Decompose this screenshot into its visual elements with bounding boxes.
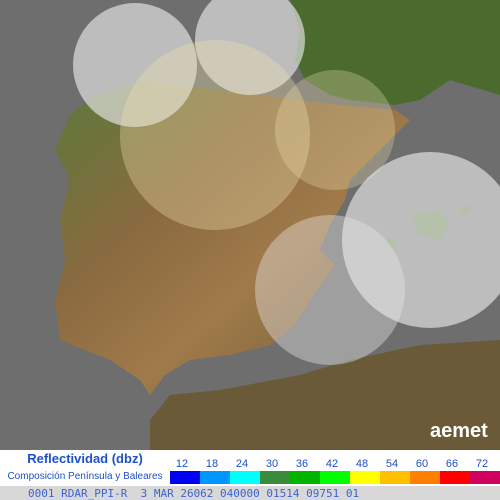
radar-coverage — [73, 0, 500, 365]
legend-label: 42 — [326, 458, 338, 470]
legend-label: 72 — [476, 458, 488, 470]
iberia — [55, 80, 410, 395]
legend-swatch — [440, 471, 470, 484]
radar-circle — [120, 40, 310, 230]
legend-swatch — [200, 471, 230, 484]
legend-swatch — [320, 471, 350, 484]
legend-swatch — [290, 471, 320, 484]
legend-title: Reflectividad (dbz) — [27, 451, 143, 466]
radar-circle — [342, 152, 500, 328]
legend-label: 66 — [446, 458, 458, 470]
legend-swatch — [470, 471, 500, 484]
logo: aemet — [430, 420, 488, 442]
legend-label: 24 — [236, 458, 248, 470]
legend-swatch — [380, 471, 410, 484]
africa — [150, 340, 500, 450]
legend-scale: 12 18 24 30 36 42 48 54 60 66 72 — [170, 458, 500, 484]
legend-label: 54 — [386, 458, 398, 470]
legend-label: 36 — [296, 458, 308, 470]
legend-subtitle: Composición Península y Baleares — [7, 471, 162, 482]
legend-label: 48 — [356, 458, 368, 470]
radar-circle — [275, 70, 395, 190]
legend-label: 30 — [266, 458, 278, 470]
legend-label: 18 — [206, 458, 218, 470]
legend-swatch — [350, 471, 380, 484]
legend-swatch — [230, 471, 260, 484]
radar-circle — [195, 0, 305, 95]
footer-text: 0001 RDAR_PPI-R 3 MAR 26062 040000 01514… — [28, 487, 359, 500]
footer-bar — [0, 486, 500, 500]
legend-swatch — [410, 471, 440, 484]
radar-circle — [255, 215, 405, 365]
legend-swatch — [260, 471, 290, 484]
legend-label: 12 — [176, 458, 188, 470]
legend-label: 60 — [416, 458, 428, 470]
france — [290, 0, 500, 105]
radar-circle — [73, 3, 197, 127]
legend-swatch — [170, 471, 200, 484]
